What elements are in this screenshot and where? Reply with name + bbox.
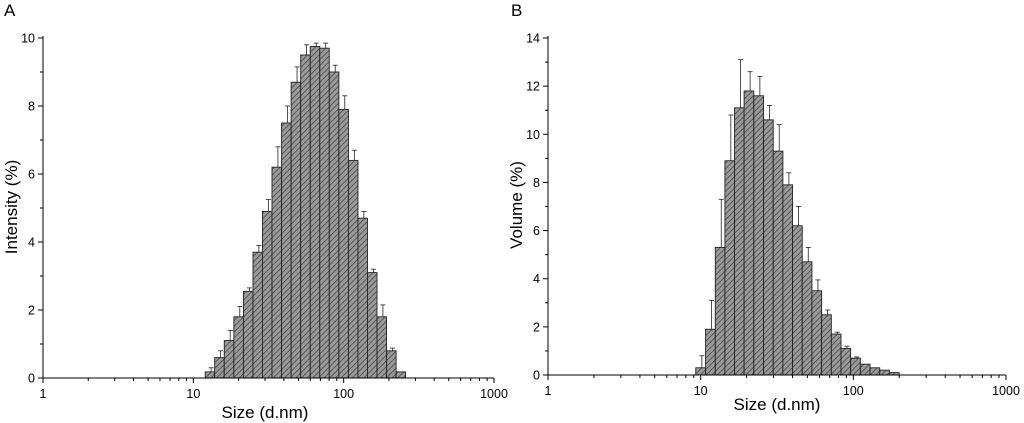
bar [811,290,823,376]
chart-panel-a: A 1 10 100 1000 0 2 4 6 8 10 Size (d.nm) Intensit… [2,1,508,422]
x-tick-label: 1 [40,387,47,401]
bar [792,225,803,376]
bar [233,316,244,379]
bar [850,357,861,376]
bar [859,363,871,376]
y-axis-title-a: Intensity (%) [2,160,21,254]
y-tick-label: 10 [21,32,35,46]
bar [319,47,330,379]
bars-a [204,42,407,379]
bar [879,369,890,376]
y-tick-label: 4 [28,236,35,250]
x-axis-title-b: Size (d.nm) [734,395,821,414]
bar [328,71,340,379]
panel-label-b: B [511,1,522,20]
x-tick-label: 1000 [480,387,508,401]
x-tick-label: 100 [843,384,864,398]
y-tick-label: 2 [533,320,540,334]
bar [347,159,359,379]
bar [376,316,388,379]
y-tick-label: 4 [533,272,540,286]
y-tick-label: 10 [526,128,540,142]
chart-panel-b: B 1 10 100 1000 0 2 4 6 8 10 12 14 Size (d.nm) Volu… [507,1,1020,414]
bar [300,54,311,379]
y-tick-label: 8 [28,100,35,114]
y-axis-title-b: Volume (%) [507,161,526,249]
bar [801,261,813,376]
y-tick-label: 14 [526,32,540,46]
bar [734,107,745,376]
bar [695,367,707,376]
bar [262,210,273,379]
bar [204,371,216,379]
bar [821,314,832,376]
bar [753,95,765,376]
bar [338,108,349,379]
x-tick-label: 1000 [992,384,1020,398]
x-tick-label: 10 [186,387,200,401]
y-tick-label: 6 [28,168,35,182]
bar [782,184,794,376]
bar [386,350,397,379]
bar [772,150,784,376]
x-tick-label: 10 [694,384,708,398]
bar [252,251,263,379]
bar [271,166,283,379]
bar [869,367,881,376]
bar [223,340,235,379]
bar [840,348,852,376]
bar [705,328,716,376]
bar [395,371,407,379]
bar [830,333,842,376]
x-axis-title-a: Size (d.nm) [222,403,309,422]
panel-label-a: A [4,1,16,20]
y-tick-label: 0 [533,369,540,383]
bar [290,81,302,379]
bars-b [695,59,900,376]
bar [714,246,726,376]
bar [281,122,292,379]
bar [214,357,225,379]
bar [743,90,755,376]
bar [357,217,368,379]
axes-b: 1 10 100 1000 0 2 4 6 8 10 12 14 [526,32,1020,399]
y-tick-label: 2 [28,304,35,318]
axes-a: 1 10 100 1000 0 2 4 6 8 10 [21,32,508,402]
x-tick-label: 1 [545,384,552,398]
bar [724,160,735,376]
bar [763,119,774,376]
y-tick-label: 0 [28,372,35,386]
bar [242,290,254,379]
y-tick-label: 6 [533,224,540,238]
y-tick-label: 8 [533,176,540,190]
y-tick-label: 12 [526,80,540,94]
bar [367,272,378,379]
x-tick-label: 100 [333,387,354,401]
bar [309,46,321,379]
